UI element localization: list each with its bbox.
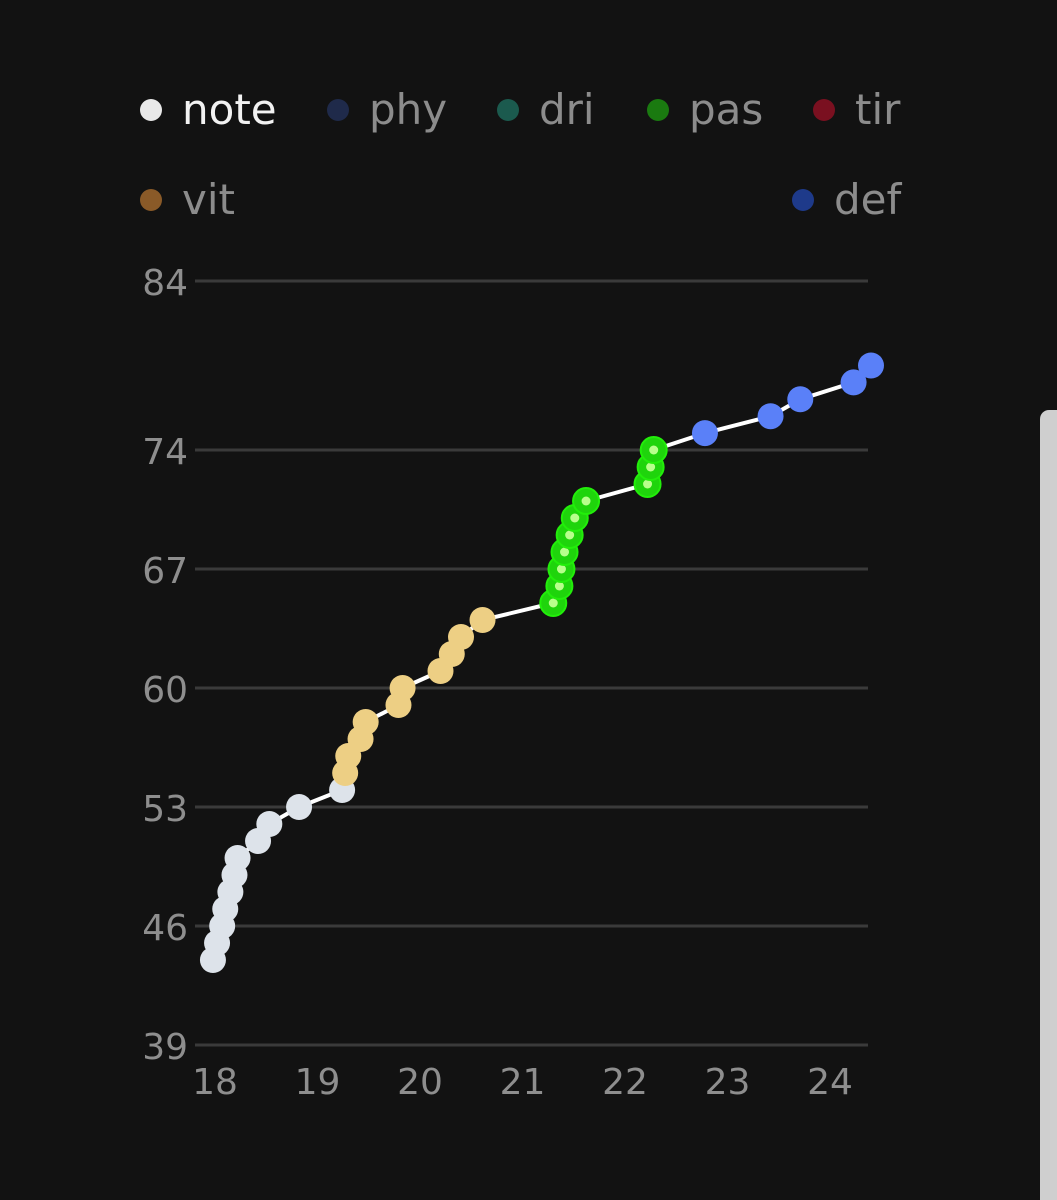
series-note <box>199 777 356 973</box>
data-point <box>224 845 251 871</box>
x-tick-label: 24 <box>807 1062 853 1103</box>
x-tick-label: 19 <box>295 1062 341 1103</box>
legend-swatch-def <box>792 189 814 211</box>
data-point <box>256 811 283 837</box>
grid-lines <box>195 279 868 1047</box>
legend-item-note[interactable]: note <box>140 86 277 134</box>
series-vit <box>332 607 496 786</box>
y-tick-label: 60 <box>142 670 188 711</box>
y-tick-label: 84 <box>142 263 188 304</box>
legend-swatch-phy <box>327 99 349 121</box>
legend-label-pas: pas <box>689 85 764 134</box>
data-point-center <box>554 581 564 591</box>
x-tick-label: 23 <box>705 1062 751 1103</box>
x-tick-label: 20 <box>397 1062 443 1103</box>
x-tick-label: 18 <box>192 1062 238 1103</box>
data-point-center <box>560 547 570 557</box>
data-point-center <box>643 479 653 489</box>
legend-swatch-note <box>140 99 162 121</box>
data-point-center <box>646 462 656 472</box>
legend-item-dri[interactable]: dri <box>497 86 595 134</box>
data-point <box>757 403 784 430</box>
legend-item-phy[interactable]: phy <box>327 86 447 134</box>
data-point-center <box>548 598 558 608</box>
data-point <box>840 369 867 396</box>
legend-item-vit[interactable]: vit <box>140 176 235 224</box>
legend-label-tir: tir <box>855 85 901 134</box>
y-tick-label: 39 <box>142 1027 188 1068</box>
data-point <box>858 352 884 379</box>
legend-swatch-vit <box>140 189 162 211</box>
y-tick-label: 67 <box>142 551 188 592</box>
legend-item-pas[interactable]: pas <box>647 86 763 134</box>
legend-label-phy: phy <box>369 85 448 134</box>
x-tick-label: 21 <box>500 1062 546 1103</box>
scrollbar[interactable] <box>1040 410 1057 1200</box>
legend-swatch-dri <box>497 99 519 121</box>
legend-swatch-tir <box>813 99 835 121</box>
data-point <box>389 675 416 701</box>
data-point <box>787 386 814 413</box>
y-tick-label: 74 <box>142 432 188 473</box>
y-tick-label: 46 <box>142 908 188 949</box>
data-point <box>286 794 313 820</box>
x-tick-label: 22 <box>602 1062 648 1103</box>
trend-line <box>211 364 873 961</box>
data-point <box>448 624 474 650</box>
data-point <box>352 709 379 735</box>
data-point-center <box>565 530 575 540</box>
data-point <box>469 607 496 633</box>
series-pas <box>539 436 668 617</box>
legend-label-dri: dri <box>539 85 595 134</box>
data-point-center <box>556 564 566 574</box>
y-tick-label: 53 <box>142 789 188 830</box>
legend-label-vit: vit <box>182 175 235 224</box>
data-point-center <box>581 496 591 506</box>
legend-label-def: def <box>834 175 902 224</box>
data-point <box>691 420 718 447</box>
legend-item-tir[interactable]: tir <box>813 86 900 134</box>
legend-swatch-pas <box>647 99 669 121</box>
legend-item-def[interactable]: def <box>792 176 901 224</box>
legend-label-note: note <box>182 85 277 134</box>
series-def <box>691 352 884 447</box>
data-point-center <box>649 445 659 455</box>
data-point-center <box>570 513 580 523</box>
